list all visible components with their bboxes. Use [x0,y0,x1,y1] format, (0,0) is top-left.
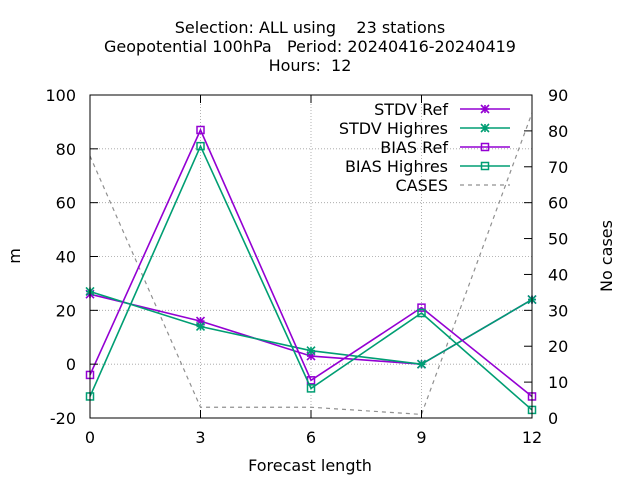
y2-tick-label: 50 [548,230,568,249]
series-line-bias-highres [89,144,533,411]
legend-label-stdv-ref: STDV Ref [374,100,448,119]
y-tick-label: 80 [56,140,76,159]
point-stdv-ref [195,316,206,326]
y-tick-label: 20 [56,301,76,320]
legend-marker-stdv-ref [480,104,490,114]
point-stdv-ref [306,351,316,361]
x-tick-label: 9 [416,428,426,447]
y-tick-label: 40 [56,248,76,267]
point-bias-highres [417,308,426,318]
point-bias-highres [306,384,316,393]
x-tick-label: 6 [306,428,316,447]
series-line-cases [89,112,533,416]
y-tick-label: 100 [45,86,76,105]
legend-label-bias-ref: BIAS Ref [380,138,448,157]
y2-tick-label: 30 [548,301,568,320]
grid [90,95,532,418]
series-layer [85,112,537,416]
point-stdv-highres [416,359,427,369]
series-line-bias-ref [89,128,533,398]
x-tick-label: 12 [522,428,542,447]
point-bias-ref [417,303,426,312]
y2-axis-label: No cases [597,220,616,292]
chart-title-line-2: Geopotential 100hPa Period: 20240416-202… [104,37,516,56]
x-axis-label: Forecast length [248,456,372,475]
y-tick-label: 0 [66,355,76,374]
y2-tick-label: 60 [548,194,568,213]
legend-label-stdv-highres: STDV Highres [339,119,448,138]
x-tick-label: 3 [195,428,205,447]
legend-marker-bias-highres [480,161,490,171]
legend-marker-bias-ref [480,142,490,152]
y2-tick-label: 70 [548,158,568,177]
y-tick-label: 60 [56,194,76,213]
legend-label-cases: CASES [395,176,448,195]
x-tick-label: 0 [85,428,95,447]
point-stdv-highres [306,346,316,356]
chart-title-line-3: Hours: 12 [269,56,352,75]
y2-tick-label: 80 [548,122,568,141]
y2-tick-label: 0 [548,409,558,428]
legend-label-bias-highres: BIAS Highres [345,157,448,176]
y-axis-label: m [5,248,24,264]
y2-tick-label: 40 [548,265,568,284]
y2-tick-label: 20 [548,337,568,356]
y-tick-label: -20 [50,409,76,428]
point-bias-highres [196,141,205,151]
y2-tick-label: 90 [548,86,568,105]
chart-title-line-1: Selection: ALL using 23 stations [175,18,445,37]
ticks: -20 0 20 40 60 80 100 0 3 6 9 12 0 10 20 30 40 50 60 70 80 90 [45,86,568,447]
point-stdv-highres [195,321,206,332]
legend-marker-stdv-highres [480,123,490,133]
y2-tick-label: 10 [548,373,568,392]
point-bias-ref [196,125,205,135]
